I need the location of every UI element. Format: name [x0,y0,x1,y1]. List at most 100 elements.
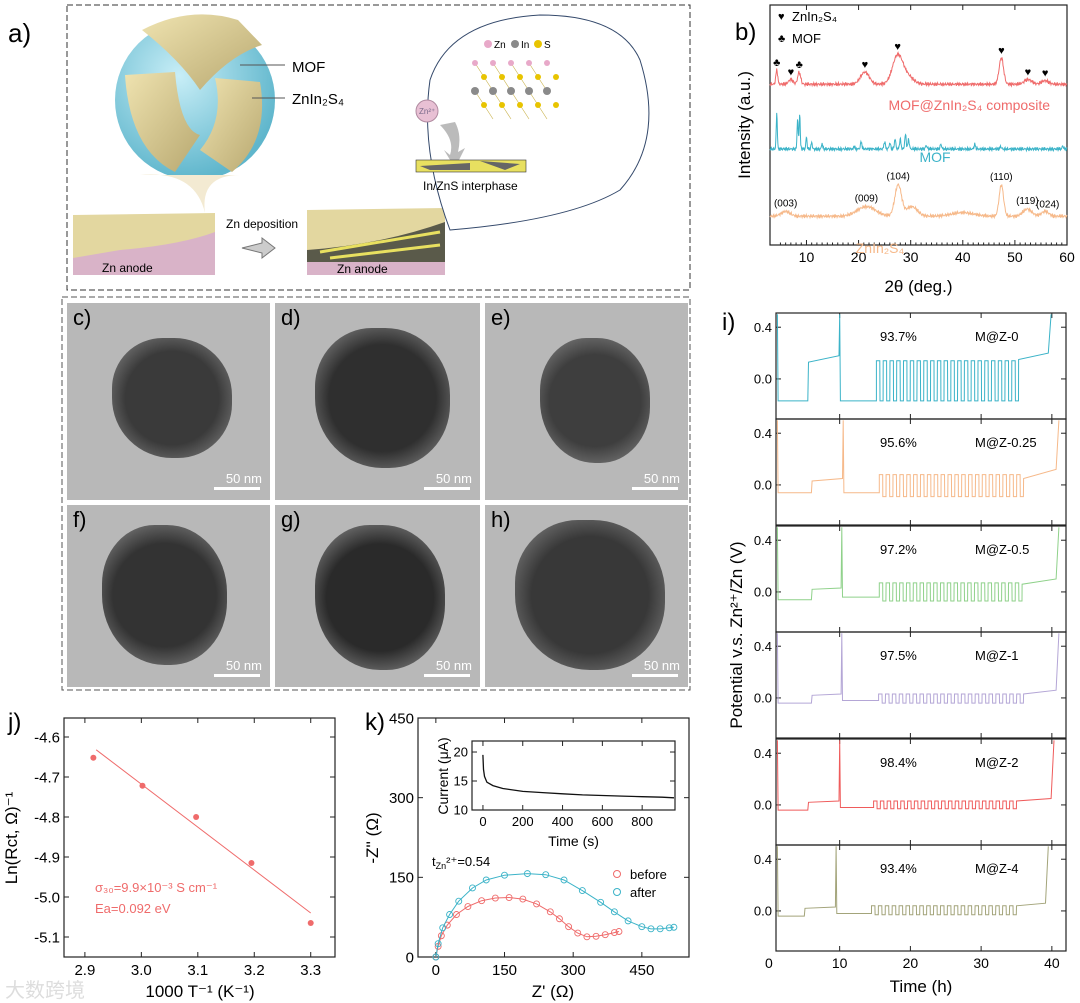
scale-bar-label: 50 nm [643,658,680,673]
tem-image-h: h) 50 nm [485,505,688,687]
eis-data-point [610,908,618,916]
nanoparticle [515,520,665,670]
gcd-M@Z-0-axes-frame [775,312,1067,420]
gcd-y-tick-label: 0.0 [754,477,772,492]
xrd-hkl-label: (003) [774,198,797,209]
eis-data-point [482,876,490,884]
panel-a-border [66,4,691,291]
arrhenius-axes-frame [63,717,336,958]
eis-data-point [583,933,591,941]
nanoparticle [315,525,445,670]
scale-bar-label: 50 nm [225,471,262,486]
gcd-x-tick-label: 10 [832,955,848,971]
eis-data-point [560,876,568,884]
eis-y-tick-label: 300 [389,790,414,807]
interphase-label: In/ZnS interphase [423,179,518,193]
gcd-y-tick-label: 0.4 [754,320,772,335]
arrhenius-y-tick-label: -4.9 [34,849,60,866]
eis-data-point [615,928,623,935]
arrhenius-y-axis-label: Ln(Rct, Ω)⁻¹ [2,791,21,884]
arrhenius-x-tick-label: 3.0 [131,962,152,979]
eis-legend-marker [613,888,621,896]
current-inset-axes-frame [471,740,676,811]
xrd-peak-marker: ♥ [1042,68,1049,80]
lattice-atom [553,102,559,108]
current-inset-x-tick-label: 800 [631,814,653,829]
arrhenius-x-tick-label: 3.1 [187,962,208,979]
deposition-label: Zn deposition [226,217,298,231]
xrd-series-line [769,112,1068,153]
zn-anode-left [73,232,215,275]
lattice-atom [472,60,478,66]
xrd-x-tick-label: 50 [1007,249,1023,265]
xrd-series-label: ZnIn₂S₄ [856,240,905,256]
scale-bar-label: 50 nm [643,471,680,486]
current-inset-x-tick-label: 400 [552,814,574,829]
transference-number-label: tZn²⁺=0.54 [432,854,490,871]
tem-panel-label: f) [73,507,87,532]
lattice-atom [517,102,523,108]
lattice-atom [526,60,532,66]
legend-s: S [544,40,551,51]
legend-in: In [521,40,529,51]
scale-bar [632,487,678,490]
xrd-x-tick-label: 20 [851,249,867,265]
mof-label: MOF [292,59,325,76]
gcd-curve [776,527,1060,602]
gcd-M@Z-4-axes-frame [775,844,1067,952]
gcd-y-tick-label: 0.0 [754,584,772,599]
tem-panel-label: g) [281,507,301,532]
eis-x-tick-label: 150 [492,962,517,979]
gcd-x-tick-label: 40 [1044,955,1060,971]
lattice-atom [543,87,551,95]
gcd-efficiency-label: 95.6% [880,435,917,450]
eis-data-point [647,925,655,933]
arrhenius-y-tick-label: -5.0 [34,889,60,906]
lattice-atom [471,87,479,95]
arrhenius-y-tick-label: -5.1 [34,929,60,946]
gcd-M@Z-1-axes-frame [775,631,1067,739]
lattice-atom [508,60,514,66]
lattice-atom [517,74,523,80]
lattice-atom [481,74,487,80]
xrd-series-label: MOF@ZnIn₂S₄ composite [888,97,1050,113]
eis-data-point [533,900,541,908]
eis-legend-label: before [630,867,667,882]
arrhenius-sigma-annotation: σ₃₀=9.9×10⁻³ S cm⁻¹ [95,880,218,895]
current-inset-y-axis-label: Current (μA) [435,737,451,814]
gcd-sample-label: M@Z-4 [975,861,1019,876]
gcd-efficiency-label: 97.5% [880,648,917,663]
eis-data-point [501,871,508,879]
spray-glow [140,174,240,213]
current-inset-x-axis-label: Time (s) [548,833,599,849]
gcd-efficiency-label: 93.7% [880,329,917,344]
anode-label-right: Zn anode [337,262,388,276]
interphase-strip-grains [420,161,520,170]
current-inset-x-tick-label: 600 [592,814,614,829]
gcd-y-tick-label: 0.4 [754,639,772,654]
gcd-x-tick-label: 30 [973,955,989,971]
xrd-legend-label: ZnIn₂S₄ [792,9,837,24]
legend-zn: Zn [494,40,506,51]
eis-data-point [455,897,463,905]
eis-data-point [574,929,582,937]
lattice-atom [481,102,487,108]
lattice-atom [507,87,515,95]
eis-x-tick-label: 0 [432,962,440,979]
eis-data-point [453,911,460,918]
xrd-x-tick-label: 10 [799,249,815,265]
gcd-M@Z-2-axes-frame [775,738,1067,846]
tem-panel-label: h) [491,507,511,532]
tem-image-c: c) 50 nm [67,303,270,500]
eis-panel-label: k) [365,709,385,736]
scale-bar-label: 50 nm [225,658,262,673]
lattice-atom [544,60,550,66]
eis-x-tick-label: 450 [629,962,654,979]
eis-data-point [464,903,472,910]
xrd-hkl-label: (024) [1036,199,1059,210]
panel-a-label: a) [8,18,31,48]
xrd-peak-marker: ♥ [862,59,869,71]
xrd-x-axis-label: 2θ (deg.) [884,277,952,296]
